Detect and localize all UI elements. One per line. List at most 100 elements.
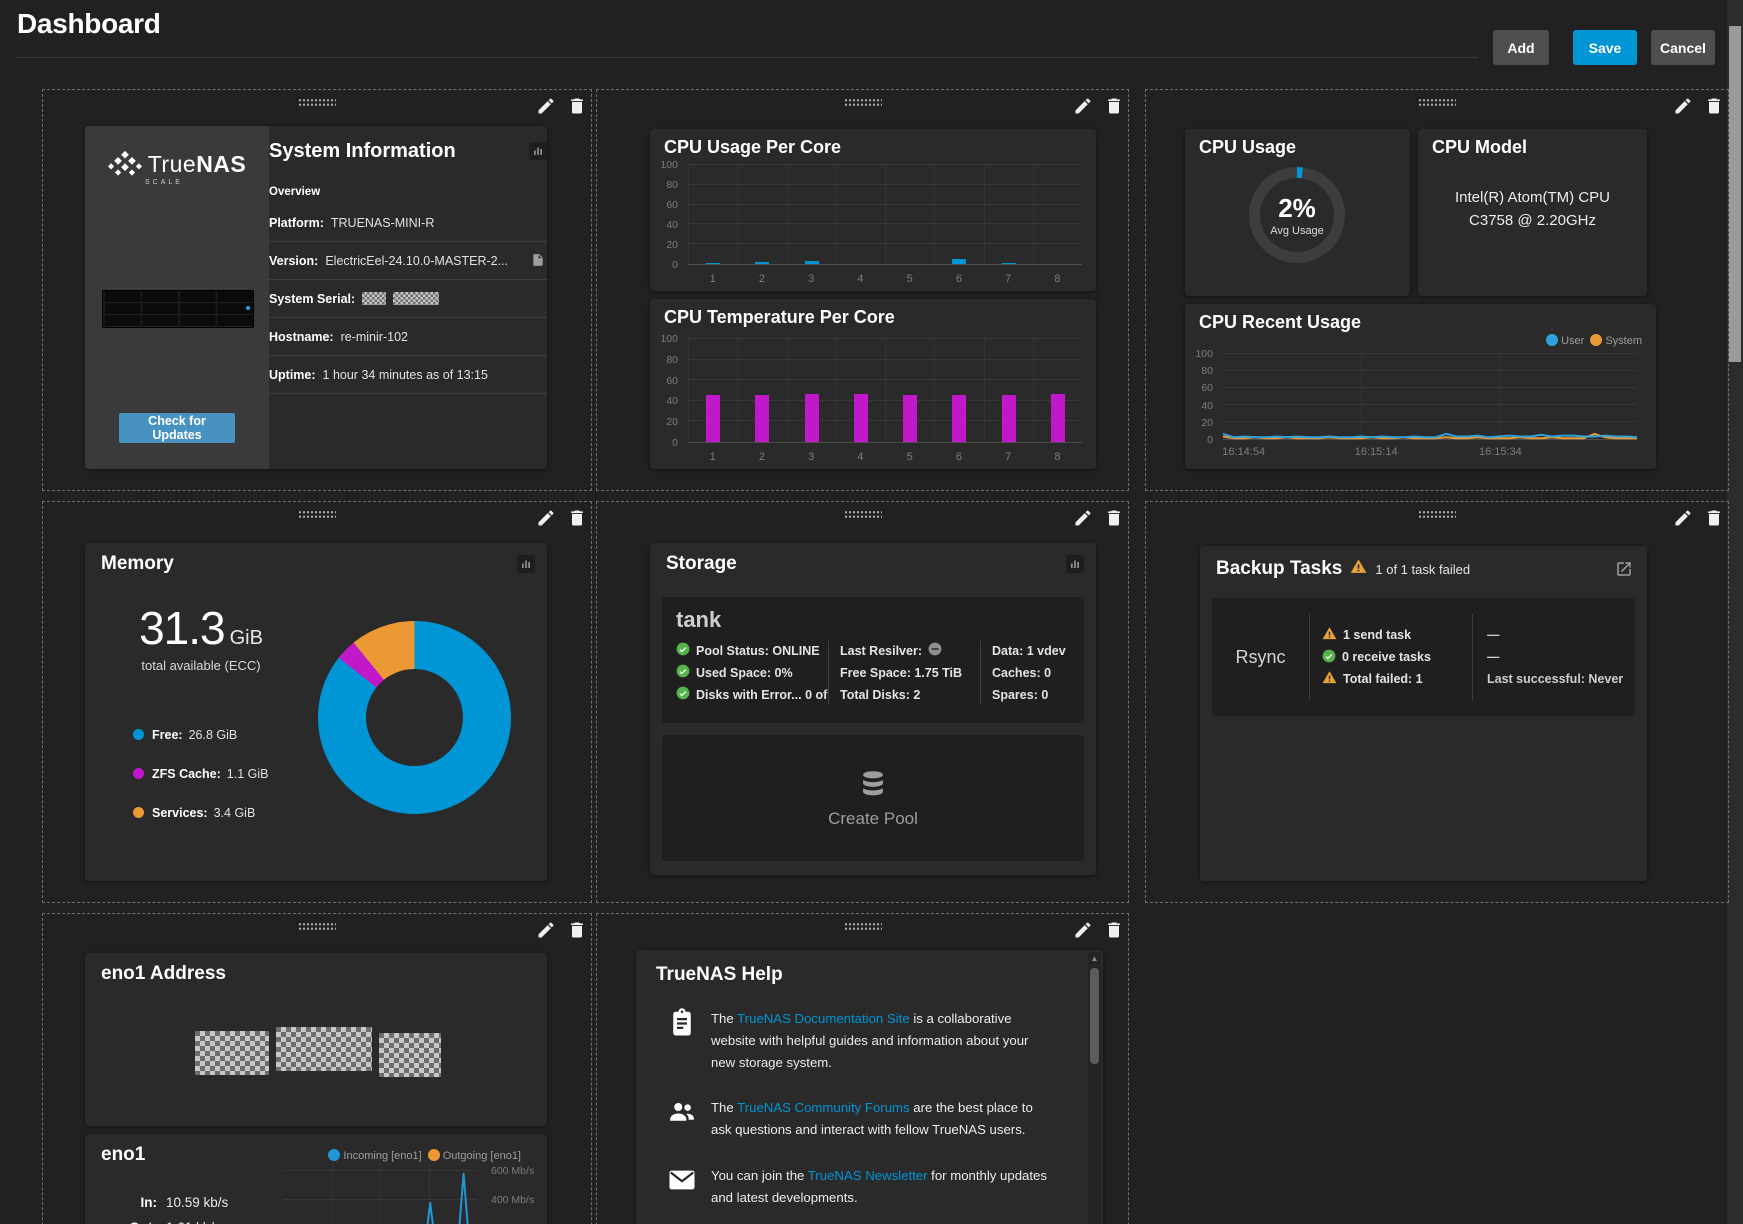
delete-trash-icon[interactable] [567, 920, 587, 940]
x-axis-tick: 4 [857, 451, 864, 463]
pool-stat-line: Spares: 0 [992, 687, 1049, 702]
warning-icon [1322, 627, 1337, 640]
edit-pencil-icon[interactable] [1073, 508, 1093, 528]
y-axis-tick: 0 [672, 259, 678, 271]
edit-pencil-icon[interactable] [1673, 96, 1693, 116]
page-scrollbar[interactable] [1727, 0, 1743, 1224]
external-link-icon[interactable] [1615, 560, 1633, 578]
pool-stats-column: Pool Status: ONLINE Used Space: 0% Disks w… [676, 641, 828, 704]
pool-stats-column: Data: 1 vdev Caches: 0 Spares: 0 [980, 641, 1070, 704]
bar [755, 262, 770, 264]
cpu-recent-usage-card: CPU Recent Usage User System 0 20 40 60 80 100… [1185, 304, 1656, 469]
memory-legend-item: Free: 26.8 GiB [133, 715, 268, 754]
legend-item: User [1546, 334, 1584, 347]
help-item-text: The TrueNAS Documentation Site is a coll… [711, 1011, 1029, 1070]
pool-stat-line: Total Disks: 2 [840, 687, 921, 702]
cancel-button[interactable]: Cancel [1651, 30, 1715, 65]
y-axis-tick: 80 [666, 353, 678, 366]
cpu-usage-per-core-chart: 0 20 40 60 80 100 1 2 3 4 5 6 7 8 [656, 159, 1090, 285]
add-button[interactable]: Add [1493, 30, 1549, 65]
help-item-text: You can join the TrueNAS Newsletter for … [711, 1167, 1047, 1205]
bar [706, 263, 721, 264]
drag-handle-icon[interactable] [298, 922, 336, 931]
backup-stat-line: Total failed: 1 [1322, 671, 1472, 687]
pool-stat-line: Pool Status: ONLINE [676, 641, 828, 660]
check-icon [676, 642, 690, 659]
edit-pencil-icon[interactable] [1673, 508, 1693, 528]
chart-mini-icon [1066, 555, 1084, 573]
y-axis-tick: 100 [660, 333, 678, 345]
delete-trash-icon[interactable] [1704, 96, 1724, 116]
system-information-card: TrueNAS SCALE Check for Updates System I… [85, 126, 547, 469]
drag-handle-icon[interactable] [1418, 510, 1456, 519]
help-scrollbar[interactable]: ▲ [1088, 952, 1101, 1224]
edit-pencil-icon[interactable] [1073, 96, 1093, 116]
server-image [102, 290, 254, 328]
version-details-icon[interactable] [531, 253, 545, 270]
delete-trash-icon[interactable] [567, 508, 587, 528]
check-circle-icon [1322, 649, 1336, 662]
legend-dot-icon [133, 768, 144, 779]
cpu-model-card: CPU Model Intel(R) Atom(TM) CPU C3758 @ … [1418, 129, 1647, 296]
x-axis-tick: 8 [1054, 273, 1061, 285]
warning-icon [1322, 671, 1337, 684]
edit-pencil-icon[interactable] [536, 96, 556, 116]
create-pool-button[interactable]: Create Pool [662, 735, 1084, 861]
people-icon [667, 1097, 711, 1141]
delete-trash-icon[interactable] [1104, 508, 1124, 528]
edit-pencil-icon[interactable] [1073, 920, 1093, 940]
x-axis-tick: 7 [1005, 451, 1012, 463]
pool-name: tank [676, 607, 722, 632]
drag-handle-icon[interactable] [843, 922, 882, 931]
delete-trash-icon[interactable] [1104, 920, 1124, 940]
delete-trash-icon[interactable] [1104, 96, 1124, 116]
x-axis-tick: 5 [906, 451, 913, 463]
page-title: Dashboard [17, 8, 161, 39]
pool-stat-line: Used Space: 0% [676, 663, 828, 682]
y-axis-tick: 0 [672, 437, 678, 449]
drag-handle-icon[interactable] [298, 510, 336, 519]
clipboard-icon [673, 1008, 691, 1036]
drag-handle-icon[interactable] [843, 510, 882, 519]
drag-handle-icon[interactable] [1418, 98, 1456, 107]
help-link[interactable]: TrueNAS Documentation Site [737, 1011, 910, 1026]
cpu-usage-card: CPU Usage 2% Avg Usage [1185, 129, 1410, 296]
pool-tank-panel[interactable]: tank Pool Status: ONLINE Used Space: 0% Di… [662, 597, 1084, 723]
edit-pencil-icon[interactable] [536, 920, 556, 940]
check-for-updates-button[interactable]: Check for Updates [119, 413, 235, 443]
bar [952, 259, 967, 264]
cpu-temperature-per-core-card: CPU Temperature Per Core 0 20 40 60 80 100 1 2 3… [650, 299, 1096, 469]
minus-circle-icon [928, 642, 942, 656]
people-icon [670, 1103, 694, 1122]
truenas-scale-label: SCALE [145, 179, 183, 186]
system-info-row: System Serial: [269, 280, 547, 318]
memory-legend: Free: 26.8 GiB ZFS Cache: 1.1 GiB Services: 3… [133, 715, 268, 832]
edit-pencil-icon[interactable] [536, 508, 556, 528]
save-button[interactable]: Save [1573, 30, 1637, 65]
drag-handle-icon[interactable] [843, 98, 882, 107]
cpu-usage-per-core-title: CPU Usage Per Core [664, 137, 842, 157]
check-circle-icon [676, 686, 690, 700]
bar [804, 261, 819, 264]
bar [853, 393, 868, 442]
overview-label: Overview [269, 186, 321, 198]
widget-group-network: eno1 Address eno1 Incoming [eno1] Outgoin… [42, 913, 592, 1224]
help-scrollbar-thumb[interactable] [1090, 968, 1099, 1064]
delete-trash-icon[interactable] [1704, 508, 1724, 528]
help-link[interactable]: TrueNAS Newsletter [807, 1167, 928, 1183]
page-scrollbar-thumb[interactable] [1729, 26, 1741, 362]
backup-task-name: Rsync [1235, 646, 1286, 667]
backup-task-stats: 1 send task 0 receive tasks Total failed: … [1310, 627, 1472, 687]
drag-handle-icon[interactable] [298, 98, 336, 107]
x-axis-tick: 7 [1005, 273, 1012, 285]
check-icon [676, 664, 690, 681]
scroll-up-arrow-icon[interactable]: ▲ [1090, 954, 1099, 963]
delete-trash-icon[interactable] [567, 96, 587, 116]
y-axis-tick: 400 Mb/s [491, 1193, 535, 1206]
widget-group-cpu-summary: CPU Usage 2% Avg Usage CPU Model Intel(R… [1145, 89, 1729, 491]
backup-task-row[interactable]: Rsync 1 send task 0 receive tasks Total fa… [1212, 598, 1635, 716]
help-link[interactable]: TrueNAS Community Forums [737, 1100, 910, 1116]
x-axis-tick: 2 [758, 273, 765, 285]
widget-group-storage: Storage tank Pool Status: ONLINE Used Spa… [596, 501, 1129, 903]
truenas-help-title: TrueNAS Help [656, 964, 783, 985]
